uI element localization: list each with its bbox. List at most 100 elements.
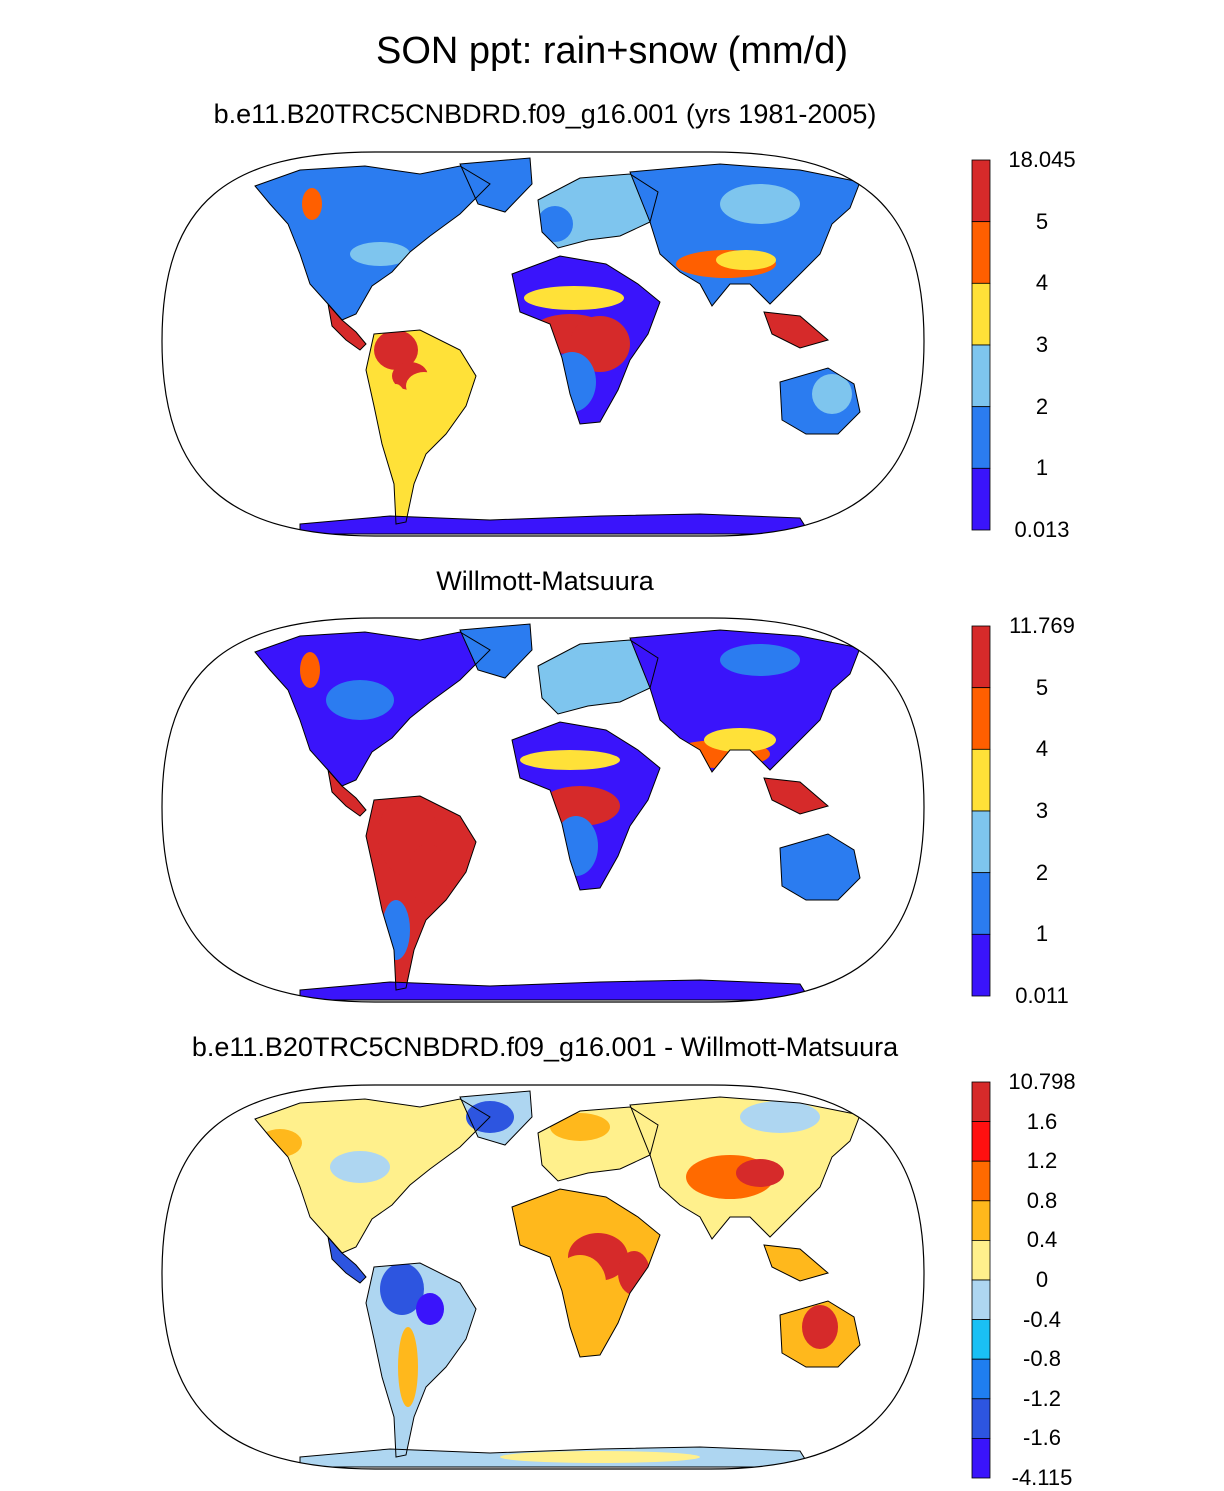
colorbar-swatch [971, 467, 991, 531]
colorbar-swatches [971, 625, 991, 997]
colorbar-swatch [971, 221, 991, 284]
continent-antarctica [300, 980, 810, 1000]
panel-3-map [160, 1077, 926, 1471]
colorbar-tick-label: 1.2 [1026, 1148, 1058, 1174]
precip-region [408, 844, 448, 904]
precip-region [540, 786, 620, 826]
panel-1-title: b.e11.B20TRC5CNBDRD.f09_g16.001 (yrs 198… [213, 99, 877, 129]
coastline [365, 1262, 477, 1458]
colorbar-tick-label: 0.013 [1014, 517, 1070, 542]
colorbar-tick-label: 3 [1035, 332, 1049, 357]
colorbar-tick-label: 1.6 [1026, 1108, 1058, 1134]
coastline [779, 833, 861, 901]
coastline [327, 1235, 367, 1284]
colorbar-tick-label: 0 [1035, 1267, 1049, 1292]
panel-3-title: b.e11.B20TRC5CNBDRD.f09_g16.001 - Willmo… [191, 1032, 899, 1062]
colorbar-swatch [971, 1437, 991, 1479]
colorbar-swatch [971, 748, 991, 812]
coastline [629, 163, 861, 307]
precip-region [537, 206, 573, 242]
colorbar-tick-label: 4 [1035, 736, 1049, 762]
colorbar-swatch [971, 1358, 991, 1400]
coastline [299, 979, 811, 1001]
precip-region [704, 728, 776, 752]
panel-2-title: Willmott-Matsuura [436, 566, 654, 596]
precip-region [382, 384, 410, 464]
continent-antarctica [300, 514, 810, 534]
colorbar-tick-label: 3 [1035, 798, 1049, 823]
panel-1-map [160, 144, 926, 538]
coastline [459, 1090, 533, 1146]
colorbar-swatch [971, 1081, 991, 1122]
precip-region [330, 1151, 390, 1183]
coastline [459, 157, 533, 213]
colorbar-swatch [971, 1160, 991, 1202]
map-frame [161, 617, 925, 1003]
coastline [511, 721, 661, 891]
coastline [365, 329, 477, 525]
colorbar-tick-label: 1 [1035, 921, 1049, 947]
colorbar-tick-label: 10.798 [1008, 1069, 1076, 1094]
precip-region [784, 790, 816, 810]
coastline [537, 173, 659, 249]
precip-region [550, 1113, 610, 1141]
figure-title: SON ppt: rain+snow (mm/d) [376, 30, 848, 72]
map-frame [161, 1084, 925, 1470]
coastline [763, 777, 830, 815]
coastline [365, 795, 477, 991]
continent-greenland [460, 158, 532, 212]
continent-australia [780, 834, 860, 900]
precip-region [786, 324, 814, 344]
colorbar-tick-label: 4 [1035, 270, 1049, 296]
continent-greenland [460, 624, 532, 678]
world-map-robinson [161, 1084, 925, 1470]
precip-region [500, 1451, 700, 1463]
precip-region [720, 644, 800, 676]
colorbar-tick-label: -0.4 [1023, 1306, 1061, 1332]
colorbar-tick-label: 2 [1035, 859, 1049, 885]
colorbar-swatch [971, 1121, 991, 1162]
coastline [511, 255, 661, 425]
colorbar-swatch [971, 810, 991, 874]
precip-region [302, 188, 322, 220]
coastline [511, 1188, 661, 1358]
coastline [254, 631, 491, 787]
colorbar-swatch [971, 872, 991, 935]
colorbar-swatches [971, 159, 991, 531]
world-map-robinson [161, 617, 925, 1003]
colorbar-swatch [971, 282, 991, 346]
precip-region [380, 1263, 424, 1315]
coastline [459, 623, 533, 679]
colorbar-tick-label: -1.6 [1023, 1425, 1061, 1451]
colorbar-tick-label: -4.115 [1011, 1465, 1073, 1490]
coastline [779, 367, 861, 435]
coastline [629, 1096, 861, 1240]
coastline [254, 1098, 491, 1254]
colorbar-tick-label: -1.2 [1023, 1385, 1061, 1411]
continent-se-asia [764, 1245, 828, 1281]
coastline [537, 1106, 659, 1182]
precip-region [416, 1293, 444, 1325]
colorbar-tick-label: 0.8 [1026, 1187, 1058, 1213]
coastline [763, 311, 830, 349]
world-map-robinson [161, 151, 925, 537]
colorbar-swatch [971, 1319, 991, 1360]
colorbar-swatch [971, 687, 991, 750]
coastline [254, 165, 491, 321]
colorbar-swatch [971, 933, 991, 997]
precip-region [524, 286, 624, 310]
precip-region [720, 184, 800, 224]
colorbar-tick-label: 1 [1035, 455, 1049, 481]
precip-region [398, 1327, 418, 1407]
colorbar-tick-label: -0.8 [1023, 1346, 1061, 1372]
panel-2-map [160, 610, 926, 1004]
colorbar-swatch [971, 159, 991, 223]
panel-3-colorbar: 10.798 1.6 1.2 0.8 0.4 0 -0.4 -0.8 -1.2 -1.6 -4.11… [960, 1069, 1080, 1490]
coastline [763, 1244, 830, 1282]
colorbar-tick-label: 5 [1035, 674, 1049, 700]
colorbar-tick-label: 11.769 [1009, 613, 1075, 638]
precip-region [812, 374, 852, 414]
map-frame [161, 151, 925, 537]
colorbar-swatch [971, 406, 991, 469]
precip-region [326, 680, 394, 720]
